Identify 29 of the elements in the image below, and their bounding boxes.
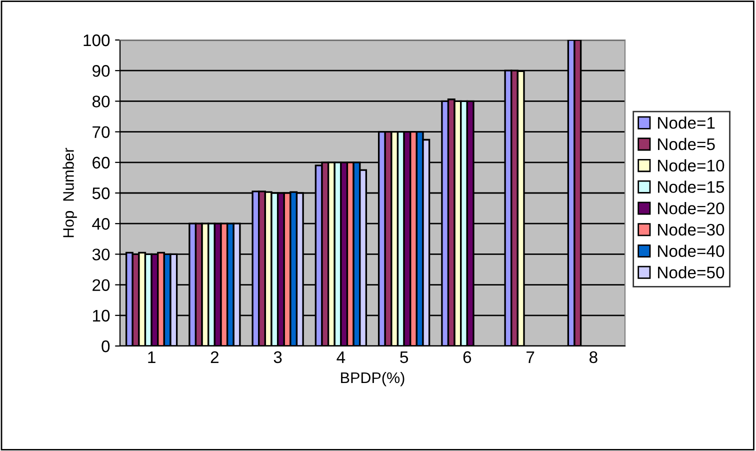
y-tick-label: 80	[92, 96, 110, 108]
x-tick-label: 5	[400, 351, 408, 364]
legend-label: Node=1	[658, 116, 715, 129]
legend-label: Node=50	[658, 266, 724, 278]
y-axis-title: Hop Number	[62, 148, 77, 238]
legend-label: Node=20	[658, 202, 724, 214]
x-tick-label: 6	[463, 351, 472, 364]
y-tick-label: 70	[92, 126, 110, 138]
legend-label: Node=15	[658, 180, 724, 193]
y-tick-label: 20	[92, 279, 110, 292]
y-tick-label: 60	[92, 156, 110, 169]
x-tick-label: 2	[210, 351, 218, 363]
x-tick-label: 1	[148, 351, 156, 363]
x-axis-title: BPDP(%)	[341, 372, 404, 386]
x-tick-label: 3	[274, 351, 282, 364]
y-tick-label: 30	[92, 248, 110, 260]
x-tick-label: 8	[590, 351, 598, 364]
y-tick-label: 100	[84, 34, 110, 46]
x-tick-label: 7	[526, 351, 534, 363]
legend-label: Node=30	[658, 223, 724, 236]
x-tick-label: 4	[336, 351, 346, 363]
legend-label: Node=5	[658, 138, 715, 150]
legend-label: Node=10	[658, 159, 724, 172]
y-tick-label: 50	[92, 187, 110, 200]
y-tick-label: 10	[93, 310, 110, 322]
y-tick-label: 90	[92, 65, 110, 77]
y-tick-label: 0	[102, 340, 110, 352]
y-tick-label: 40	[92, 218, 110, 230]
legend-label: Node=40	[658, 244, 724, 258]
